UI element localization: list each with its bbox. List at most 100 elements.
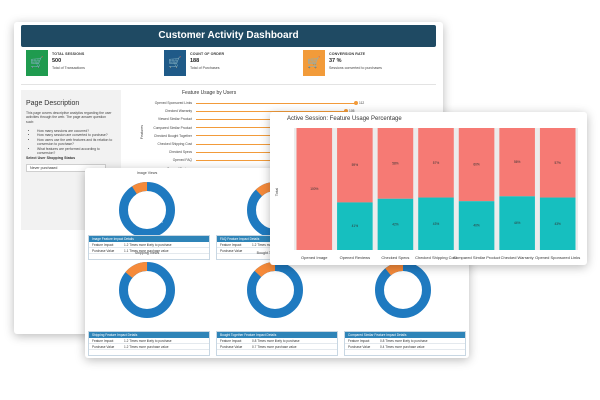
kpi-total-sessions: 🛒 TOTAL SESSIONS 500 Total of Transactio…: [26, 50, 144, 80]
cart-icon: 🛒: [303, 50, 325, 76]
x-tick-label: Compared Similar Product: [453, 255, 501, 260]
list-item: How many session are converted to purcha…: [37, 133, 113, 137]
active-session-window: Total 100% Opened Image 59% 41% Opened Review…: [270, 112, 587, 265]
feature-label: Viewed Similar Product: [157, 117, 192, 122]
kpi-count-of-order: 🛒 COUNT OF ORDER 188 Total of Purchases: [164, 50, 282, 80]
data-label: 43%: [555, 222, 562, 226]
lollipop-line: [196, 110, 346, 112]
data-label: 41%: [352, 224, 359, 228]
table-key: Purchase Value: [92, 345, 115, 349]
kpi-subtitle: Sessions converted to purchases: [329, 66, 382, 70]
x-tick-label: Checked Warranty: [501, 255, 534, 260]
kpi-value: 188: [190, 58, 200, 64]
lollipop-line: [196, 127, 308, 129]
table-row: Purchase Value 1.2 Times more purchase va…: [89, 344, 209, 350]
table-value: 0.4 Times more purchase value: [380, 345, 425, 349]
bar-segment-top: [377, 128, 414, 199]
kpi-value: 37 %: [329, 58, 342, 64]
page-description-heading: Page Description: [26, 100, 80, 107]
bar-segment-top: [418, 128, 454, 198]
donut-percent-label: 8%: [158, 220, 163, 224]
kpi-conversion-rate: 🛒 CONVERSION RATE 37 % Sessions converte…: [303, 50, 421, 80]
list-item: How users use the web features and its r…: [37, 138, 113, 147]
y-axis-label: Total: [274, 188, 279, 197]
table-value: 0.7 Times more purchase value: [252, 345, 297, 349]
x-tick-label: Checked Shipping Cost: [415, 255, 458, 260]
question-list: How many sessions are occurred? How many…: [31, 129, 113, 155]
donut-main-slice: [119, 182, 175, 238]
table-value: 0.8 Times more likely to purchase: [380, 339, 428, 343]
list-item: How many sessions are occurred?: [37, 129, 113, 133]
data-label: 57%: [433, 161, 440, 165]
lollipop-line: [196, 143, 302, 145]
cart-icon: 🛒: [26, 50, 48, 76]
table-key: Feature Impact: [92, 339, 114, 343]
data-label: 57%: [555, 161, 562, 165]
page-description-text: This page covers descriptive analytics r…: [26, 111, 112, 124]
impact-details-title: Image Feature Impact Details: [89, 236, 209, 242]
bar-segment-top: [499, 128, 535, 197]
bar-segment-top: [296, 128, 333, 250]
feature-label: Opened Sponsored Links: [154, 101, 192, 105]
active-session-title: Active Session: Feature Usage Percentage: [287, 116, 402, 122]
lollipop-line: [196, 135, 305, 137]
table-key: Feature Impact: [220, 243, 242, 247]
table-key: Feature Impact: [92, 243, 114, 247]
bar-segment-top: [337, 128, 373, 203]
table-key: Feature Impact: [220, 339, 242, 343]
bar-segment-bottom: [499, 196, 535, 250]
donut-accent-slice: [375, 262, 431, 318]
table-value: 1.2 Times more likely to purchase: [124, 243, 172, 247]
kpi-title: CONVERSION RATE: [329, 52, 366, 56]
donut-title: Shipping Views: [134, 251, 160, 255]
impact-details-table: Shipping Feature Impact Details Feature I…: [88, 331, 210, 356]
impact-details-table: Bought Together Feature Impact Details Fe…: [216, 331, 338, 356]
lollipop-line: [196, 102, 356, 104]
feature-label: Checked Specs: [168, 150, 192, 155]
table-key: Purchase Value: [348, 345, 371, 349]
feature-usage-row: Checked Warranty 105: [128, 108, 358, 114]
donut-chart: [119, 262, 175, 318]
lollipop-dot: [354, 101, 358, 105]
data-label: 43%: [433, 222, 440, 226]
feature-label: Checked Warranty: [164, 109, 192, 114]
feature-value: 112: [359, 101, 365, 105]
data-label: 60%: [473, 163, 480, 167]
table-value: 1.1 Times more purchase value: [124, 249, 169, 253]
lollipop-dot: [344, 109, 348, 114]
x-tick-label: Checked Specs: [381, 255, 409, 260]
donut-title: Image Views: [136, 171, 158, 175]
bar-segment-bottom: [377, 198, 414, 250]
kpi-title: TOTAL SESSIONS: [52, 52, 85, 56]
table-key: Purchase Value: [220, 249, 243, 253]
table-row: Feature Impact 0.8 Times more likely to p…: [345, 338, 465, 344]
kpi-subtitle: Total of Purchases: [190, 66, 220, 70]
feature-value: 105: [349, 108, 355, 114]
x-tick-label: Opened Image: [301, 255, 328, 260]
feature-label: Opened FAQ: [172, 158, 192, 163]
lollipop-line: [196, 159, 297, 161]
impact-details-title: Bought Together Feature Impact Details: [217, 332, 337, 338]
donut-main-slice: [375, 262, 431, 318]
x-tick-label: Opened Sponsored Links: [535, 255, 580, 260]
table-row: Feature Impact 0.8 Times more likely to p…: [217, 338, 337, 344]
list-item: What features are performed according to…: [37, 147, 113, 156]
donut-accent-slice: [247, 182, 303, 238]
data-label: 44%: [514, 221, 521, 225]
kpi-subtitle: Total of Transactions: [52, 66, 85, 70]
donut-chart: [375, 262, 431, 318]
feature-usage-row: Opened Sponsored Links 112: [128, 100, 364, 106]
bar-segment-bottom: [418, 197, 454, 250]
table-row: Feature Impact 1.2 Times more likely to p…: [89, 242, 209, 248]
data-label: 42%: [392, 222, 399, 226]
stacked-bar-chart: Total 100% Opened Image 59% 41% Opened Review…: [274, 128, 580, 260]
donut-chart: 8%: [119, 182, 175, 238]
impact-details-title: Compared Similar Feature Impact Details: [345, 332, 465, 338]
cart-icon: 🛒: [164, 50, 186, 76]
data-label: 100%: [310, 187, 318, 191]
feature-label: Compared Similar Product: [153, 125, 192, 130]
shopping-status-label: Select User Shopping Status: [26, 156, 76, 160]
bar-segment-bottom: [539, 197, 576, 250]
table-key: Purchase Value: [92, 249, 115, 253]
table-value: 1.2 Times more likely to purchase: [124, 339, 172, 343]
